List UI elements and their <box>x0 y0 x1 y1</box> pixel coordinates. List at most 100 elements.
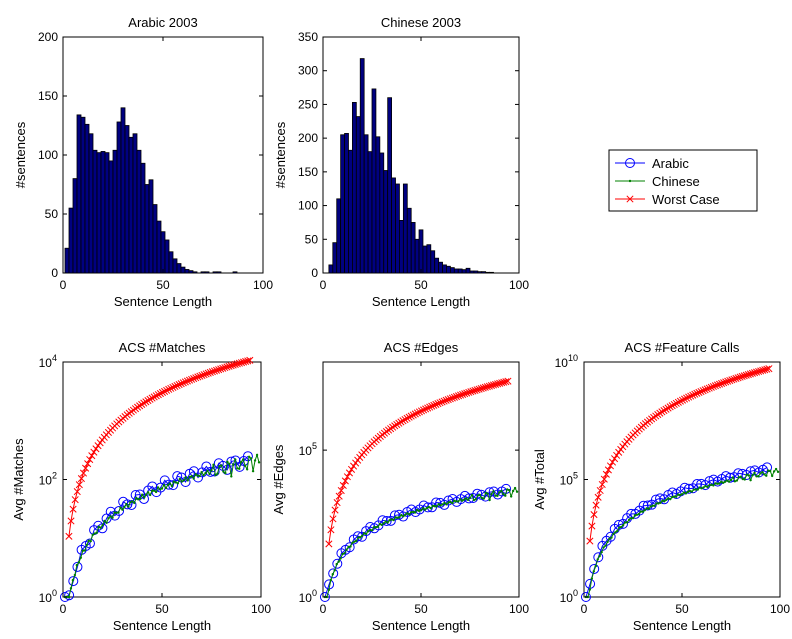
data-point <box>105 521 108 524</box>
data-point <box>594 564 597 568</box>
data-point <box>623 521 627 524</box>
data-point <box>400 513 403 517</box>
data-point <box>219 364 227 372</box>
data-point <box>502 378 510 386</box>
data-point <box>359 536 362 539</box>
y-tick-label: 1010 <box>555 353 578 370</box>
data-point <box>229 361 237 369</box>
data-point <box>714 482 717 485</box>
data-point <box>653 504 656 508</box>
series-worst-case <box>586 365 773 545</box>
data-point <box>236 467 239 470</box>
legend-entry-chinese: Chinese <box>615 174 700 189</box>
data-point <box>71 578 75 582</box>
data-point <box>452 392 461 401</box>
data-point <box>141 493 144 496</box>
bar <box>402 183 408 274</box>
bar <box>489 271 494 274</box>
x-tick-label: 100 <box>509 278 529 292</box>
data-point <box>208 472 211 476</box>
data-point <box>71 496 79 504</box>
data-point <box>341 477 349 485</box>
y-axis-label: #sentences <box>13 121 28 188</box>
data-point <box>753 471 756 475</box>
data-point <box>190 374 198 383</box>
data-point <box>180 480 183 483</box>
data-point <box>209 466 220 477</box>
data-point <box>762 462 773 473</box>
data-point <box>511 489 515 493</box>
legend-entry-arabic: Arabic <box>615 156 689 171</box>
data-point <box>344 542 355 553</box>
data-point <box>169 383 177 391</box>
data-point <box>494 380 502 388</box>
y-tick-label: 100 <box>299 588 317 605</box>
data-point <box>460 499 464 502</box>
data-point <box>683 394 691 402</box>
data-point <box>761 470 764 474</box>
data-point <box>457 391 465 399</box>
data-point <box>504 494 507 497</box>
bar <box>379 152 385 274</box>
data-point <box>757 367 765 375</box>
data-point <box>436 399 444 407</box>
data-point <box>614 531 617 534</box>
legend-label: Arabic <box>652 156 689 171</box>
data-point <box>776 470 780 474</box>
data-point <box>408 513 411 516</box>
tick-base: 10 <box>39 474 53 488</box>
data-point <box>741 477 744 481</box>
data-point <box>148 394 156 402</box>
data-point <box>718 379 726 387</box>
y-tick-label: 105 <box>299 441 317 458</box>
data-point <box>500 489 503 493</box>
bar <box>216 271 222 274</box>
bar <box>168 251 174 274</box>
y-tick-label: 150 <box>298 165 318 179</box>
data-point <box>692 488 695 491</box>
data-point <box>364 532 368 536</box>
data-point <box>659 501 662 504</box>
legend-entry-worst-case: Worst Case <box>615 192 720 207</box>
data-point <box>184 476 187 479</box>
data-point <box>331 506 339 514</box>
data-point <box>625 521 629 524</box>
data-point <box>75 563 79 567</box>
data-point <box>715 380 724 388</box>
bars <box>64 107 238 274</box>
tick-exponent: 5 <box>573 471 578 481</box>
data-point <box>449 500 452 504</box>
data-point <box>604 544 607 547</box>
data-point <box>343 551 346 555</box>
x-tick-label: 50 <box>156 278 170 292</box>
data-point <box>376 525 380 528</box>
data-point <box>680 395 689 403</box>
data-point <box>755 475 758 478</box>
bar <box>204 271 210 274</box>
series-chinese <box>323 486 519 599</box>
y-axis-label: Avg #Total <box>532 449 547 510</box>
data-point <box>246 356 254 364</box>
data-point <box>729 478 733 482</box>
data-point <box>240 358 248 366</box>
data-point <box>243 464 247 467</box>
data-point <box>711 382 719 390</box>
data-point <box>353 540 356 543</box>
data-point <box>489 381 498 389</box>
data-point <box>464 497 468 500</box>
data-point <box>643 508 646 512</box>
y-tick-label: 50 <box>45 207 59 221</box>
bar <box>92 149 98 274</box>
data-point <box>73 573 77 577</box>
data-point <box>656 409 664 417</box>
bar <box>68 207 74 274</box>
data-point <box>662 405 670 413</box>
data-point <box>415 508 419 512</box>
data-point <box>235 359 243 367</box>
data-point <box>589 563 600 574</box>
data-point <box>738 372 746 381</box>
x-tick-label: 0 <box>581 602 588 616</box>
data-point <box>586 537 594 545</box>
data-point <box>230 475 233 478</box>
